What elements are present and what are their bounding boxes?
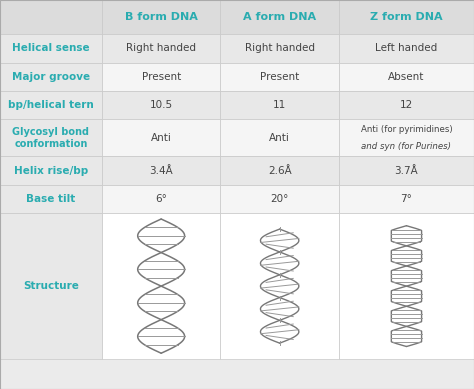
- FancyBboxPatch shape: [102, 63, 220, 91]
- Text: 3.7Å: 3.7Å: [395, 166, 418, 175]
- Text: Right handed: Right handed: [245, 44, 315, 53]
- FancyBboxPatch shape: [339, 34, 474, 63]
- Text: B form DNA: B form DNA: [125, 12, 198, 22]
- Text: 10.5: 10.5: [150, 100, 173, 110]
- FancyBboxPatch shape: [220, 119, 339, 156]
- Text: 7°: 7°: [401, 194, 412, 204]
- FancyBboxPatch shape: [102, 156, 220, 185]
- FancyBboxPatch shape: [220, 156, 339, 185]
- FancyBboxPatch shape: [220, 34, 339, 63]
- Text: Anti: Anti: [151, 133, 172, 143]
- Text: 6°: 6°: [155, 194, 167, 204]
- FancyBboxPatch shape: [0, 91, 102, 119]
- FancyBboxPatch shape: [0, 63, 102, 91]
- Text: Base tilt: Base tilt: [27, 194, 75, 204]
- FancyBboxPatch shape: [339, 119, 474, 156]
- Text: bp/helical tern: bp/helical tern: [8, 100, 94, 110]
- FancyBboxPatch shape: [339, 0, 474, 34]
- FancyBboxPatch shape: [220, 0, 339, 34]
- FancyBboxPatch shape: [102, 0, 220, 34]
- Text: Left handed: Left handed: [375, 44, 438, 53]
- Text: Major groove: Major groove: [12, 72, 90, 82]
- FancyBboxPatch shape: [339, 185, 474, 213]
- Text: 3.4Å: 3.4Å: [149, 166, 173, 175]
- FancyBboxPatch shape: [220, 91, 339, 119]
- FancyBboxPatch shape: [0, 156, 102, 185]
- FancyBboxPatch shape: [339, 156, 474, 185]
- FancyBboxPatch shape: [220, 213, 339, 359]
- FancyBboxPatch shape: [0, 34, 102, 63]
- FancyBboxPatch shape: [0, 213, 102, 359]
- FancyBboxPatch shape: [339, 213, 474, 359]
- Text: Glycosyl bond
conformation: Glycosyl bond conformation: [12, 127, 90, 149]
- FancyBboxPatch shape: [0, 119, 102, 156]
- Text: 2.6Å: 2.6Å: [268, 166, 292, 175]
- FancyBboxPatch shape: [220, 63, 339, 91]
- FancyBboxPatch shape: [0, 185, 102, 213]
- Text: Helix rise/bp: Helix rise/bp: [14, 166, 88, 175]
- Text: Z form DNA: Z form DNA: [370, 12, 443, 22]
- FancyBboxPatch shape: [102, 91, 220, 119]
- FancyBboxPatch shape: [102, 34, 220, 63]
- FancyBboxPatch shape: [339, 91, 474, 119]
- Text: Present: Present: [142, 72, 181, 82]
- FancyBboxPatch shape: [0, 0, 102, 34]
- FancyBboxPatch shape: [339, 63, 474, 91]
- Text: and syn (for Purines): and syn (for Purines): [362, 142, 451, 151]
- Text: Structure: Structure: [23, 281, 79, 291]
- Text: 20°: 20°: [271, 194, 289, 204]
- Text: Anti: Anti: [269, 133, 290, 143]
- FancyBboxPatch shape: [102, 119, 220, 156]
- Text: Anti (for pyrimidines): Anti (for pyrimidines): [361, 125, 452, 134]
- Text: A form DNA: A form DNA: [243, 12, 316, 22]
- Text: Absent: Absent: [388, 72, 425, 82]
- Text: Right handed: Right handed: [126, 44, 196, 53]
- Text: 12: 12: [400, 100, 413, 110]
- Text: 11: 11: [273, 100, 286, 110]
- Text: Helical sense: Helical sense: [12, 44, 90, 53]
- Text: Present: Present: [260, 72, 299, 82]
- FancyBboxPatch shape: [102, 185, 220, 213]
- FancyBboxPatch shape: [102, 213, 220, 359]
- FancyBboxPatch shape: [220, 185, 339, 213]
